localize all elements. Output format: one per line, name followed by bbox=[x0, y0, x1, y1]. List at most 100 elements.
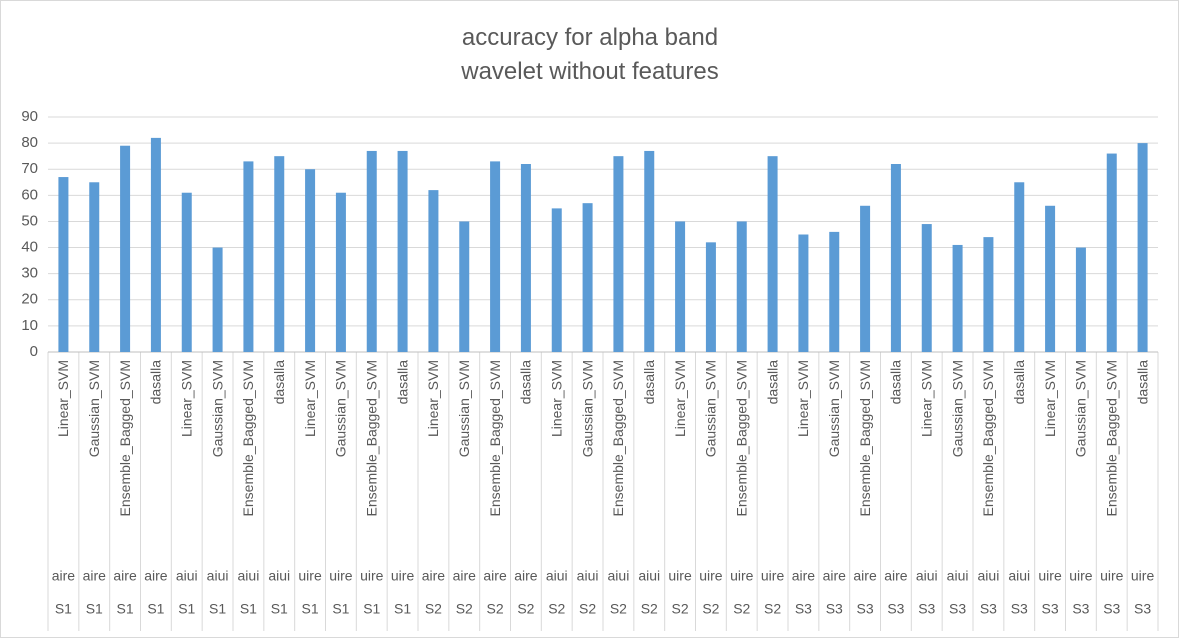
bar bbox=[366, 150, 377, 352]
x-tick-label-task: uire bbox=[1069, 568, 1093, 584]
x-tick-label-subject: S3 bbox=[1134, 601, 1151, 617]
bar bbox=[459, 221, 470, 352]
x-tick-label-task: uire bbox=[730, 568, 754, 584]
x-tick-label-task: aiui bbox=[577, 568, 599, 584]
x-tick-label-method: Linear_SVM bbox=[672, 360, 688, 437]
bar bbox=[705, 242, 716, 352]
x-tick-label-task: uire bbox=[391, 568, 415, 584]
x-tick-label-task: aire bbox=[792, 568, 816, 584]
x-tick-label-subject: S2 bbox=[733, 601, 750, 617]
x-tick-label-subject: S2 bbox=[425, 601, 442, 617]
bar bbox=[520, 164, 531, 352]
x-tick-label-subject: S2 bbox=[487, 601, 504, 617]
x-tick-label-subject: S3 bbox=[826, 601, 843, 617]
x-tick-label-method: Gaussian_SVM bbox=[456, 360, 472, 457]
bar bbox=[983, 237, 994, 352]
bar bbox=[305, 169, 316, 352]
x-tick-label-subject: S1 bbox=[178, 601, 195, 617]
x-tick-label-task: aire bbox=[514, 568, 538, 584]
x-tick-label-method: dasalla bbox=[148, 360, 164, 405]
bar bbox=[243, 161, 254, 352]
x-tick-label-task: aiui bbox=[978, 568, 1000, 584]
x-tick-label-task: uire bbox=[360, 568, 384, 584]
x-tick-label-task: aiui bbox=[1008, 568, 1030, 584]
x-tick-label-method: dasalla bbox=[888, 360, 904, 405]
x-tick-label-method: Linear_SVM bbox=[1042, 360, 1058, 437]
x-tick-label-method: Ensemble_Bagged_SVM bbox=[240, 360, 256, 516]
x-tick-label-method: Gaussian_SVM bbox=[949, 360, 965, 457]
x-tick-label-task: aire bbox=[113, 568, 137, 584]
bar bbox=[921, 224, 932, 352]
x-tick-label-method: dasalla bbox=[1134, 360, 1150, 405]
bar bbox=[890, 164, 901, 352]
bar bbox=[860, 205, 871, 352]
x-tick-label-subject: S2 bbox=[517, 601, 534, 617]
bar bbox=[582, 203, 593, 352]
x-tick-label-task: uire bbox=[699, 568, 723, 584]
y-axis: 0 10 20 30 40 50 60 70 80 90 bbox=[21, 108, 38, 360]
x-tick-label-task: aire bbox=[853, 568, 877, 584]
bar bbox=[150, 137, 161, 352]
y-tick-label: 70 bbox=[21, 160, 38, 177]
x-tick-label-task: aiui bbox=[608, 568, 630, 584]
x-tick-label-subject: S3 bbox=[949, 601, 966, 617]
y-tick-label: 40 bbox=[21, 239, 38, 256]
x-tick-label-subject: S2 bbox=[672, 601, 689, 617]
x-tick-label-method: Ensemble_Bagged_SVM bbox=[363, 360, 379, 516]
x-tick-label-subject: S3 bbox=[918, 601, 935, 617]
x-tick-label-subject: S1 bbox=[394, 601, 411, 617]
x-tick-label-subject: S2 bbox=[610, 601, 627, 617]
x-tick-label-subject: S2 bbox=[456, 601, 473, 617]
x-tick-label-method: Gaussian_SVM bbox=[826, 360, 842, 457]
x-tick-label-subject: S3 bbox=[1072, 601, 1089, 617]
x-tick-label-method: Ensemble_Bagged_SVM bbox=[980, 360, 996, 516]
x-tick-label-task: aire bbox=[52, 568, 76, 584]
x-tick-label-task: uire bbox=[329, 568, 353, 584]
x-tick-label-task: uire bbox=[1131, 568, 1155, 584]
x-tick-label-task: aire bbox=[823, 568, 847, 584]
x-tick-label-subject: S1 bbox=[240, 601, 257, 617]
y-tick-label: 0 bbox=[30, 343, 38, 360]
bar bbox=[829, 231, 840, 352]
bar bbox=[1106, 153, 1117, 352]
y-tick-label: 80 bbox=[21, 134, 38, 151]
x-tick-label-method: dasalla bbox=[394, 360, 410, 405]
x-tick-label-method: dasalla bbox=[764, 360, 780, 405]
x-tick-label-method: Gaussian_SVM bbox=[703, 360, 719, 457]
x-tick-label-subject: S2 bbox=[579, 601, 596, 617]
x-tick-label-subject: S1 bbox=[363, 601, 380, 617]
x-tick-label-subject: S1 bbox=[55, 601, 72, 617]
x-tick-label-subject: S3 bbox=[795, 601, 812, 617]
x-tick-label-task: aiui bbox=[176, 568, 198, 584]
y-tick-label: 60 bbox=[21, 186, 38, 203]
x-tick-label-method: Linear_SVM bbox=[302, 360, 318, 437]
x-tick-label-method: Gaussian_SVM bbox=[579, 360, 595, 457]
x-tick-label-task: aire bbox=[483, 568, 507, 584]
x-tick-label-task: aiui bbox=[268, 568, 290, 584]
x-tick-label-method: Ensemble_Bagged_SVM bbox=[857, 360, 873, 516]
x-tick-label-subject: S1 bbox=[209, 601, 226, 617]
x-tick-label-subject: S2 bbox=[764, 601, 781, 617]
x-tick-label-method: Ensemble_Bagged_SVM bbox=[733, 360, 749, 516]
y-tick-label: 90 bbox=[21, 108, 38, 125]
x-tick-label-subject: S1 bbox=[86, 601, 103, 617]
bar bbox=[798, 234, 809, 352]
x-tick-label-method: Ensemble_Bagged_SVM bbox=[1103, 360, 1119, 516]
x-tick-label-task: aiui bbox=[947, 568, 969, 584]
x-tick-label-task: uire bbox=[1038, 568, 1062, 584]
y-tick-label: 10 bbox=[21, 317, 38, 334]
x-tick-label-subject: S1 bbox=[271, 601, 288, 617]
bar bbox=[736, 221, 747, 352]
x-tick-label-task: aiui bbox=[546, 568, 568, 584]
bar bbox=[1014, 182, 1025, 352]
x-tick-label-task: aiui bbox=[207, 568, 229, 584]
x-tick-label-subject: S1 bbox=[117, 601, 134, 617]
x-tick-label-subject: S2 bbox=[548, 601, 565, 617]
bar bbox=[428, 190, 439, 352]
bars bbox=[58, 137, 1148, 352]
bar bbox=[274, 156, 285, 352]
bar bbox=[613, 156, 624, 352]
bar bbox=[181, 192, 192, 352]
y-tick-label: 50 bbox=[21, 212, 38, 229]
